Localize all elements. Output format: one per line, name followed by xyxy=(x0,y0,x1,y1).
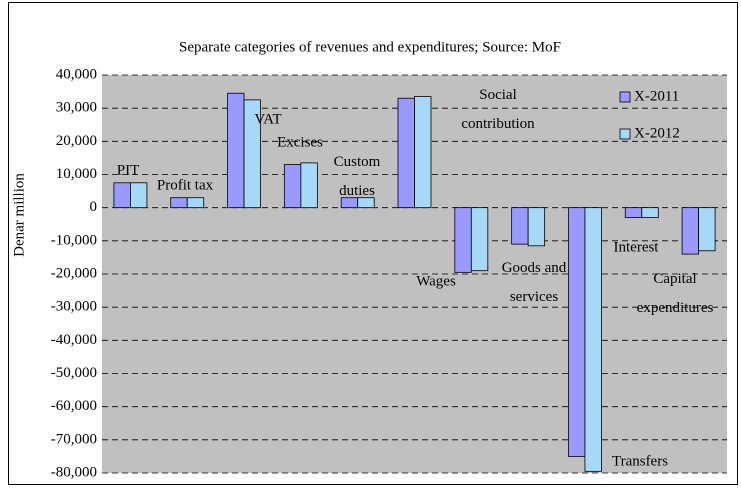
legend-label: X-2012 xyxy=(634,125,680,141)
bar xyxy=(414,96,432,209)
bar xyxy=(283,164,302,209)
category-label: Wages xyxy=(416,273,456,289)
y-tick-label: -60,000 xyxy=(51,398,97,414)
bar xyxy=(698,207,716,252)
y-tick-label: -80,000 xyxy=(51,464,97,480)
y-tick-label: 30,000 xyxy=(56,100,97,116)
bar xyxy=(584,207,602,472)
legend-label: X-2011 xyxy=(634,88,679,104)
category-label: Excises xyxy=(277,134,323,150)
bar xyxy=(681,207,699,255)
y-tick-label: 40,000 xyxy=(56,66,97,82)
category-label: Transfers xyxy=(612,453,668,469)
bar xyxy=(357,197,375,209)
y-tick-label: -50,000 xyxy=(51,365,97,381)
y-tick-label: -30,000 xyxy=(51,299,97,315)
bar xyxy=(470,207,489,272)
category-label: PIT xyxy=(117,162,140,178)
category-label: Capital expenditures xyxy=(637,271,714,316)
bar xyxy=(170,197,188,209)
y-axis-title: Denar million xyxy=(11,173,27,257)
category-label: VAT xyxy=(254,111,281,127)
bar xyxy=(454,207,472,273)
category-label: Social contribution xyxy=(461,87,535,132)
category-label: Goods and services xyxy=(502,260,567,305)
y-tick-label: -20,000 xyxy=(51,265,97,281)
y-tick-label: 0 xyxy=(90,199,98,215)
y-tick-label: -40,000 xyxy=(51,332,97,348)
legend-swatch xyxy=(619,91,631,103)
bar xyxy=(227,92,245,209)
chart-title: Separate categories of revenues and expe… xyxy=(179,39,561,55)
bar xyxy=(113,182,131,209)
bar xyxy=(624,207,643,219)
y-tick-label: 10,000 xyxy=(56,166,97,182)
y-tick-label: 20,000 xyxy=(56,133,97,149)
bar xyxy=(527,207,546,247)
bar xyxy=(511,207,529,245)
y-tick-label: -10,000 xyxy=(51,232,97,248)
legend-swatch xyxy=(619,128,631,140)
bar xyxy=(130,182,148,209)
bar xyxy=(641,207,659,219)
y-tick-label: -70,000 xyxy=(51,431,97,447)
category-label: Profit tax xyxy=(157,177,214,193)
category-label: Interest xyxy=(614,239,660,255)
bar xyxy=(186,197,205,209)
bar xyxy=(243,99,261,209)
bar xyxy=(300,162,318,209)
category-label: Custom duties xyxy=(334,154,381,199)
bar xyxy=(397,97,415,209)
bar xyxy=(568,207,586,457)
